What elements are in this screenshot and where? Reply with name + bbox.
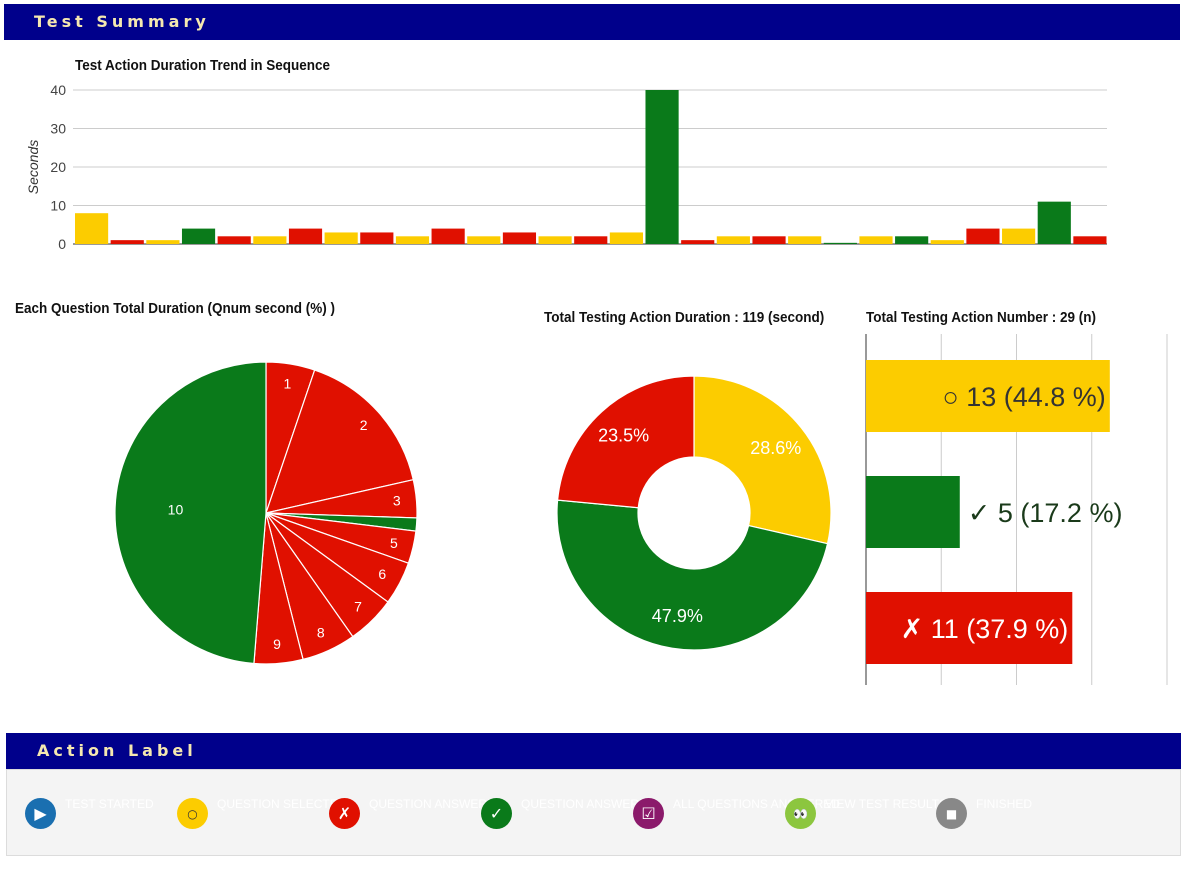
bar [538,236,572,244]
bar [360,232,394,244]
y-tick-label: 20 [50,159,66,175]
hbar-label: ✓ 5 (17.2 %) [968,498,1123,528]
action-duration-title: Total Testing Action Duration : 119 (sec… [544,309,825,326]
pie-slice-label: 1 [284,375,292,391]
bar [859,236,893,244]
pie-slice-label: 3 [393,493,401,509]
bar [930,240,964,244]
pie-slice [114,361,267,665]
test-summary-title: Test Summary [34,12,210,31]
y-tick-label: 30 [50,121,66,137]
y-tick-label: 10 [50,198,66,214]
bar [110,240,144,244]
legend-label: QUESTION ANSWERED [369,797,504,811]
view-results-icon: 👀 [785,798,816,829]
y-tick-label: 40 [50,82,66,98]
donut-slice-label: 23.5% [598,426,649,446]
donut-slice [556,375,695,509]
stop-icon: ■ [936,798,967,829]
donut-slice-label: 28.6% [750,438,801,458]
pie-slice-label: 8 [317,624,325,640]
bar [645,90,679,244]
hbar [866,476,960,548]
question-duration-title: Each Question Total Duration (Qnum secon… [15,300,336,317]
bar [217,236,251,244]
legend-label: TEST STARTED [65,797,154,811]
pie-slice [265,369,415,514]
hbar-label: ○ 13 (44.8 %) [942,382,1105,412]
action-label-title: Action Label [37,741,197,760]
bar [1037,201,1071,244]
bar [716,236,750,244]
hbar [866,360,1110,432]
donut-slice-label: 47.9% [652,606,703,626]
pie-slice-label: 9 [273,636,281,652]
bar [752,236,786,244]
legend-label: QUESTION SELECTED [217,797,347,811]
bar [966,228,1000,244]
hbar-label: ✗ 11 (37.9 %) [901,614,1069,644]
bar [681,240,715,244]
pie-slice-label: 10 [168,501,184,517]
question-duration-pie: 1 2 3 56 7 8 9 10 [114,361,418,665]
action-number-chart: ○ 13 (44.8 %) ✓ 5 (17.2 %) ✗ 11 (37.9 %) [865,334,1168,685]
bar [1002,228,1036,244]
bar [502,232,537,244]
circle-icon: ○ [177,798,208,829]
bar [895,236,929,244]
bar [146,240,180,244]
legend-label: VIEW TEST RESULTS [825,797,948,811]
donut-slice [693,375,832,545]
y-tick-label: 0 [58,236,66,252]
bar [823,242,857,244]
bar [288,228,323,244]
checkbox-icon: ☑ [633,798,664,829]
hbar [866,592,1073,664]
bar [574,236,608,244]
action-legend-panel: ▶ TEST STARTED ○ QUESTION SELECTED ✗ QUE… [6,769,1181,856]
action-number-title: Total Testing Action Number : 29 (n) [866,309,1097,326]
bar [788,236,822,244]
bar [181,228,216,244]
bar [395,236,430,244]
bar [467,236,501,244]
bar [1073,236,1107,244]
donut-slice [556,499,829,651]
action-duration-donut: 28.6% 47.9% 23.5% [556,375,832,651]
bar [324,232,358,244]
bar [609,232,643,244]
pie-slice-label: 5 [390,535,398,551]
duration-trend-title: Test Action Duration Trend in Sequence [75,57,331,74]
bar [431,228,465,244]
legend-label: QUESTION ANSWERED [521,797,656,811]
cross-icon: ✗ [329,798,360,829]
test-summary-header: Test Summary [4,4,1180,40]
bar [75,213,109,244]
pie-slice-label: 7 [354,599,362,615]
pie-slice-label: 2 [360,417,368,433]
bar [253,236,287,244]
duration-trend-chart: 0 10 20 30 40 Seconds [25,82,1107,252]
pie-slice-label: 6 [378,566,386,582]
legend-label: FINISHED [976,797,1033,811]
play-icon: ▶ [25,798,56,829]
check-icon: ✓ [481,798,512,829]
action-label-header: Action Label [6,733,1181,769]
y-axis-label: Seconds [25,140,41,194]
